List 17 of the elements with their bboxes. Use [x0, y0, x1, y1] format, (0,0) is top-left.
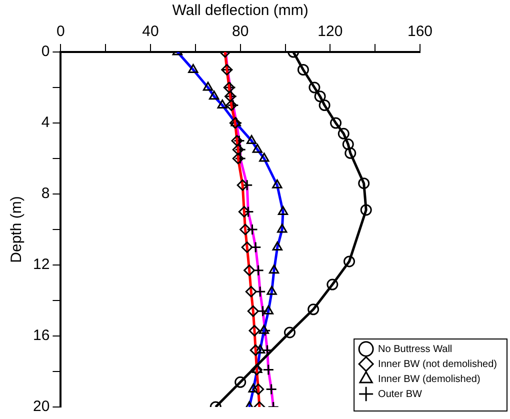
y-tick-label: 12: [32, 256, 50, 274]
x-tick-label: 0: [56, 23, 65, 40]
y-axis-title: Depth (m): [8, 196, 26, 263]
y-tick-label: 4: [41, 114, 50, 132]
y-tick-label: 8: [41, 185, 50, 202]
y-tick-label: 20: [32, 398, 50, 416]
legend-label: Outer BW: [378, 388, 423, 400]
y-tick-label: 16: [32, 327, 50, 344]
legend-label: Inner BW (not demolished): [378, 358, 498, 370]
y-tick-label: 0: [41, 43, 50, 60]
legend-label: No Buttress Wall: [378, 344, 452, 355]
x-tick-label: 160: [407, 23, 433, 40]
x-tick-label: 120: [318, 23, 343, 40]
x-axis-title: Wall deflection (mm): [172, 2, 308, 20]
legend-label: Inner BW (demolished): [378, 374, 480, 385]
x-tick-label: 40: [142, 23, 159, 40]
x-tick-label: 80: [232, 23, 249, 40]
